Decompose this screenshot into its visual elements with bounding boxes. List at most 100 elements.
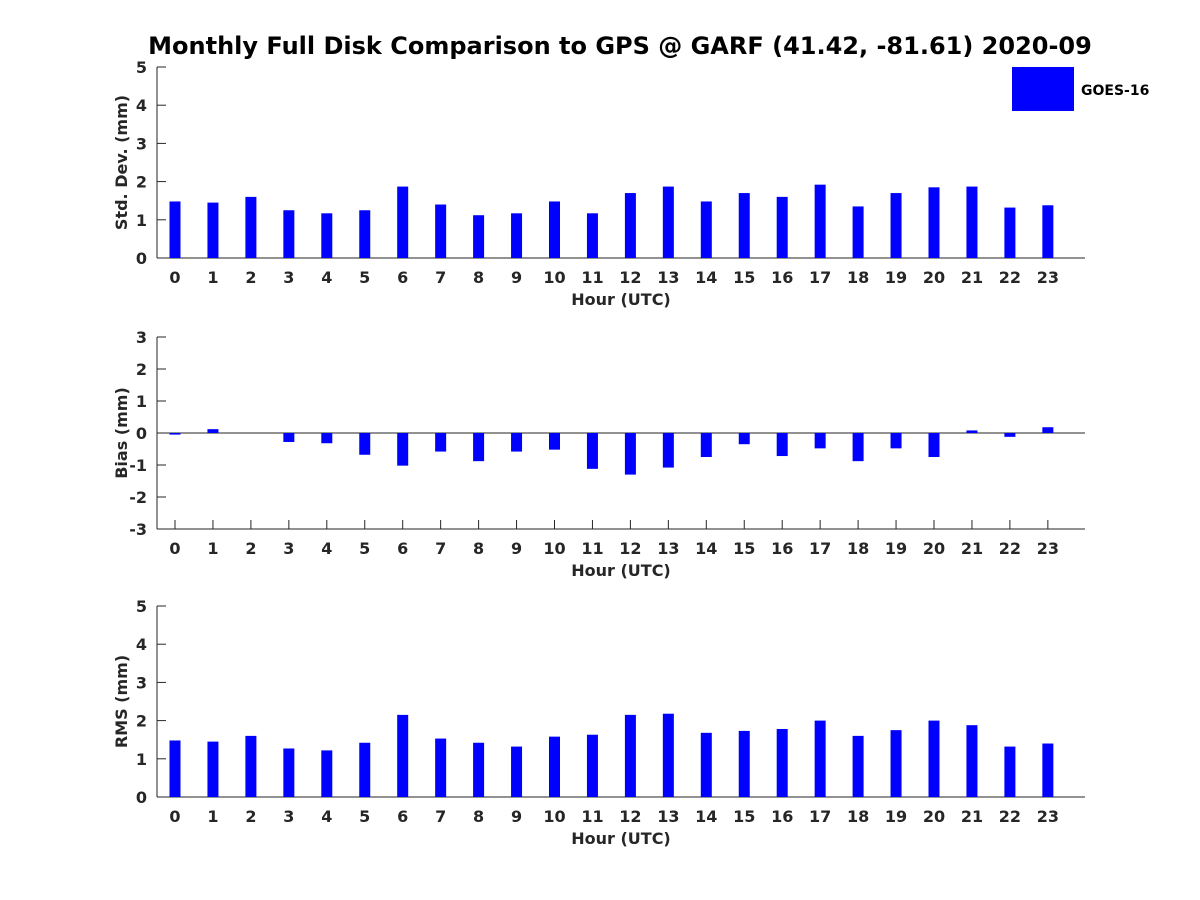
bar (321, 750, 333, 797)
bar (1042, 427, 1054, 433)
x-tick-label: 22 (999, 539, 1021, 558)
x-tick-label: 12 (619, 539, 641, 558)
bar (169, 433, 181, 435)
y-axis-label: RMS (mm) (112, 655, 131, 748)
bar (245, 196, 257, 258)
x-tick-label: 16 (771, 807, 793, 826)
y-tick-label: 5 (136, 597, 147, 616)
y-tick-label: -3 (129, 520, 147, 539)
legend-label: GOES-16 (1081, 83, 1149, 99)
bar (473, 433, 485, 462)
bar (473, 215, 485, 258)
x-tick-label: 9 (511, 807, 522, 826)
y-tick-label: 2 (136, 173, 147, 192)
y-tick-label: 2 (136, 360, 147, 379)
y-tick-label: -2 (129, 488, 147, 507)
x-tick-label: 22 (999, 807, 1021, 826)
x-tick-label: 19 (885, 268, 907, 287)
y-tick-label: 3 (136, 673, 147, 692)
x-tick-label: 0 (169, 268, 180, 287)
x-tick-label: 23 (1037, 268, 1059, 287)
x-tick-label: 8 (473, 268, 484, 287)
x-tick-label: 11 (581, 539, 603, 558)
x-tick-label: 6 (397, 268, 408, 287)
bar (397, 186, 409, 258)
x-tick-label: 3 (283, 807, 294, 826)
bar (207, 429, 219, 433)
x-tick-label: 13 (657, 268, 679, 287)
x-tick-label: 4 (321, 268, 332, 287)
y-tick-label: 2 (136, 712, 147, 731)
bar (473, 742, 485, 797)
bar (814, 433, 826, 449)
x-tick-label: 16 (771, 268, 793, 287)
x-tick-label: 17 (809, 539, 831, 558)
bar (852, 433, 864, 462)
bar (549, 201, 560, 258)
bar (624, 433, 636, 475)
bar (1042, 205, 1054, 258)
x-tick-label: 20 (923, 807, 945, 826)
x-tick-label: 5 (359, 268, 370, 287)
x-tick-label: 20 (923, 539, 945, 558)
bar (359, 433, 371, 455)
x-tick-label: 4 (321, 807, 332, 826)
x-tick-label: 14 (695, 807, 717, 826)
y-tick-label: 1 (136, 750, 147, 769)
y-axis-label: Bias (mm) (112, 387, 131, 479)
x-tick-label: 11 (581, 807, 603, 826)
bar (549, 433, 560, 450)
bar (1004, 433, 1016, 437)
x-tick-label: 1 (207, 268, 218, 287)
x-tick-label: 22 (999, 268, 1021, 287)
bar (586, 213, 598, 258)
bar (359, 210, 371, 258)
x-tick-label: 8 (473, 807, 484, 826)
x-tick-label: 17 (809, 268, 831, 287)
x-tick-label: 18 (847, 539, 869, 558)
bar (397, 714, 409, 797)
x-tick-label: 10 (543, 807, 565, 826)
x-tick-label: 10 (543, 539, 565, 558)
bar (662, 713, 674, 797)
bar (207, 202, 219, 258)
bar (852, 206, 864, 258)
bar (586, 734, 598, 797)
x-tick-label: 3 (283, 539, 294, 558)
x-axis-label: Hour (UTC) (571, 561, 671, 580)
y-tick-label: 3 (136, 134, 147, 153)
y-axis-label: Std. Dev. (mm) (112, 95, 131, 230)
x-tick-label: 15 (733, 268, 755, 287)
x-tick-label: 5 (359, 539, 370, 558)
x-tick-label: 21 (961, 807, 983, 826)
bar (852, 735, 864, 797)
bar (814, 720, 826, 797)
x-tick-label: 23 (1037, 539, 1059, 558)
x-tick-label: 10 (543, 268, 565, 287)
bar (966, 186, 978, 258)
x-tick-label: 18 (847, 268, 869, 287)
x-tick-label: 20 (923, 268, 945, 287)
bar (700, 732, 712, 797)
bar (700, 201, 712, 258)
x-tick-label: 21 (961, 268, 983, 287)
bar (435, 433, 447, 452)
x-tick-label: 6 (397, 539, 408, 558)
x-tick-label: 12 (619, 807, 641, 826)
y-tick-label: 4 (136, 96, 147, 115)
x-tick-label: 17 (809, 807, 831, 826)
x-tick-label: 15 (733, 539, 755, 558)
x-tick-label: 3 (283, 268, 294, 287)
bar (245, 735, 257, 797)
x-axis-label: Hour (UTC) (571, 290, 671, 309)
y-tick-label: 5 (136, 58, 147, 77)
y-tick-label: 0 (136, 424, 147, 443)
y-tick-label: 0 (136, 249, 147, 268)
bar (776, 196, 788, 258)
bar (738, 730, 750, 797)
x-tick-label: 7 (435, 268, 446, 287)
bar (511, 746, 523, 797)
x-tick-label: 19 (885, 807, 907, 826)
x-tick-label: 11 (581, 268, 603, 287)
